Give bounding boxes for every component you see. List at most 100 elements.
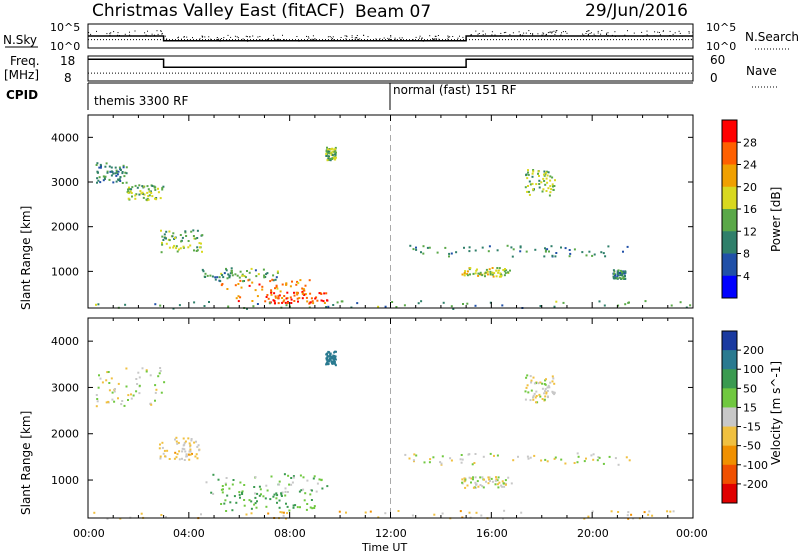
data-cell (397, 510, 400, 512)
nsky-point (301, 40, 303, 41)
data-cell (532, 169, 535, 171)
data-cell (161, 241, 163, 244)
data-cell (610, 510, 613, 513)
data-cell (482, 486, 485, 489)
data-cell (277, 295, 280, 298)
data-cell (145, 370, 148, 373)
data-cell (285, 283, 288, 286)
data-cell (151, 185, 154, 187)
data-cell (270, 293, 273, 296)
nsky-point (642, 35, 644, 37)
data-cell (315, 490, 318, 493)
data-cell (95, 303, 97, 306)
nsky-point (653, 35, 655, 37)
data-cell (189, 445, 192, 448)
data-cell (239, 270, 242, 273)
nsky-point (332, 36, 334, 38)
data-cell (309, 493, 312, 496)
nsky-point (590, 32, 592, 34)
data-cell (165, 242, 168, 245)
data-cell (206, 274, 209, 277)
nsky-point (161, 33, 163, 35)
data-cell (293, 294, 296, 297)
data-cell (235, 297, 238, 300)
data-cell (233, 495, 236, 498)
nsky-point (437, 35, 439, 36)
data-cell (624, 275, 626, 277)
nsky-point (560, 34, 562, 36)
data-cell (526, 455, 529, 458)
data-cell (157, 375, 160, 378)
data-cell (546, 395, 549, 398)
nsky-point (589, 33, 591, 34)
data-cell (553, 185, 556, 187)
nsky-point (532, 34, 534, 36)
data-cell (304, 492, 307, 495)
nsky-point (562, 31, 564, 33)
power-ylabel: Slant Range [km] (19, 206, 33, 310)
nsky-point (186, 36, 188, 38)
data-cell (110, 170, 113, 173)
data-cell (404, 453, 407, 456)
data-cell (403, 304, 406, 307)
data-cell (537, 382, 540, 385)
data-cell (276, 271, 279, 274)
data-cell (330, 361, 333, 364)
data-cell (535, 395, 538, 397)
data-cell (178, 304, 181, 307)
data-cell (528, 180, 531, 183)
data-cell (127, 399, 129, 401)
data-cell (409, 244, 412, 247)
data-cell (494, 483, 497, 486)
data-cell (141, 185, 144, 188)
colorbar-segment (722, 445, 737, 466)
data-cell (607, 245, 610, 248)
data-cell (273, 493, 276, 496)
data-cell (115, 180, 118, 183)
nsky-point (646, 30, 648, 32)
data-cell (469, 273, 471, 276)
velocity-colorbar-label: Velocity [m s^-1] (769, 361, 783, 465)
data-cell (275, 492, 278, 495)
data-cell (198, 242, 201, 245)
data-cell (265, 273, 268, 276)
nsky-point (237, 37, 239, 39)
data-cell (562, 301, 565, 304)
data-cell (592, 458, 595, 461)
nsky-point (236, 36, 238, 38)
nsky-point (422, 40, 424, 42)
nsky-point (246, 36, 248, 38)
data-cell (271, 278, 274, 281)
data-cell (543, 383, 546, 385)
data-cell (651, 514, 654, 517)
data-cell (275, 276, 278, 279)
data-cell (115, 170, 118, 173)
data-cell (134, 184, 137, 187)
data-cell (503, 274, 506, 277)
data-cell (181, 236, 184, 239)
nsky-point (688, 31, 690, 33)
data-cell (248, 271, 251, 274)
data-cell (487, 476, 490, 479)
data-cell (159, 369, 162, 372)
data-cell (535, 382, 537, 385)
nsky-point (654, 31, 656, 33)
data-cell (526, 177, 529, 180)
data-cell (474, 304, 477, 307)
nsky-point (505, 31, 507, 33)
data-cell (306, 479, 309, 482)
data-cell (114, 166, 117, 169)
data-cell (544, 183, 547, 186)
nsky-label: N.Sky (3, 33, 37, 47)
power-panel: 1000 2000 3000 4000 (51, 114, 694, 310)
data-cell (136, 383, 139, 385)
data-cell (262, 495, 265, 498)
data-cell (369, 510, 372, 513)
data-cell (208, 301, 210, 303)
nsky-point (512, 32, 514, 34)
data-cell (553, 305, 556, 308)
data-cell (132, 394, 135, 397)
data-cell (225, 477, 228, 479)
data-cell (497, 476, 500, 479)
nsky-point (433, 38, 435, 40)
